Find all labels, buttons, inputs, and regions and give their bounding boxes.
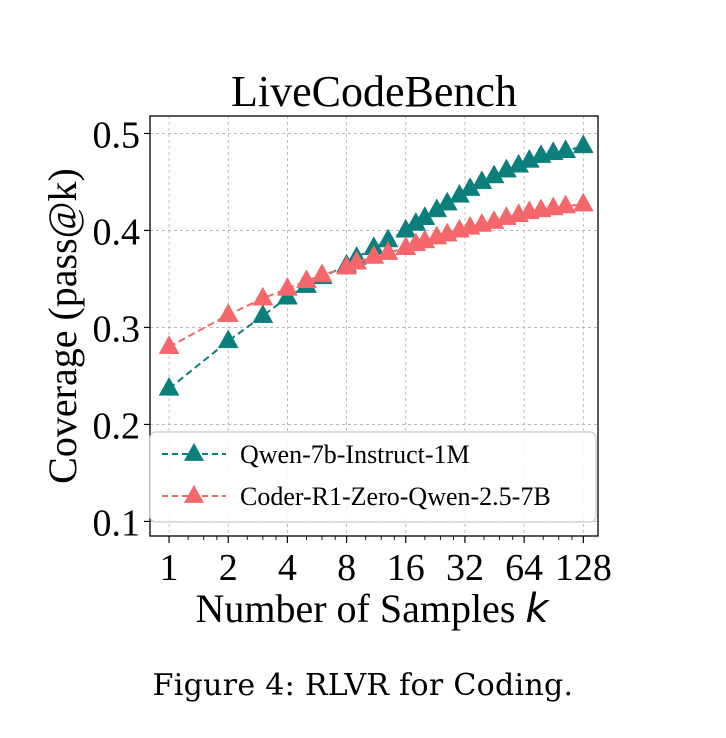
line-chart: 0.1 0.2 0.3 0.4 0.5 1 2 4 8 16 32 64 128 LiveCodeBen… (40, 67, 612, 632)
data-point (158, 376, 180, 396)
x-tick-label: 2 (219, 547, 238, 589)
series-1 (158, 192, 594, 354)
data-point (252, 286, 274, 306)
data-point (252, 304, 274, 323)
data-point (377, 241, 399, 260)
data-point (555, 139, 577, 159)
data-point (158, 335, 180, 354)
series-layer (158, 134, 594, 396)
x-tick-label: 32 (446, 547, 484, 589)
chart-title: LiveCodeBench (231, 67, 517, 116)
data-point (311, 263, 333, 283)
legend-box (149, 431, 597, 523)
x-tick-label: 8 (337, 547, 356, 589)
legend: Qwen-7b-Instruct-1M Coder-R1-Zero-Qwen-2… (149, 431, 597, 523)
x-tick-label: 1 (160, 547, 179, 589)
plot-frame (149, 115, 599, 537)
x-tick-label: 16 (387, 547, 425, 589)
x-axis-label: Number of Samples k (195, 586, 550, 632)
legend-marker-coder (184, 484, 204, 503)
data-point (572, 192, 594, 212)
y-tick-label: 0.3 (93, 308, 141, 350)
data-point (276, 276, 298, 296)
data-point (555, 194, 577, 214)
data-point (572, 134, 594, 154)
data-point (346, 250, 368, 270)
y-tick-label: 0.5 (93, 114, 141, 156)
axis-ticks: 0.1 0.2 0.3 0.4 0.5 1 2 4 8 16 32 64 128 (93, 114, 612, 589)
x-tick-label: 128 (555, 547, 612, 589)
figure-caption: Figure 4: RLVR for Coding. (152, 668, 574, 703)
x-tick-label: 64 (505, 547, 543, 589)
legend-marker-qwen (184, 442, 204, 461)
x-tick-label: 4 (278, 547, 297, 589)
legend-entry-coder: Coder-R1-Zero-Qwen-2.5-7B (162, 482, 551, 511)
y-tick-label: 0.2 (93, 405, 141, 447)
data-point (217, 329, 239, 349)
data-point (217, 303, 239, 322)
y-tick-label: 0.4 (93, 211, 141, 253)
legend-label-qwen: Qwen-7b-Instruct-1M (240, 440, 470, 469)
series-line (168, 203, 584, 348)
y-tick-label: 0.1 (93, 502, 141, 544)
x-axis-label-text: Number of Samples (195, 586, 515, 631)
legend-entry-qwen: Qwen-7b-Instruct-1M (162, 440, 470, 469)
legend-label-coder: Coder-R1-Zero-Qwen-2.5-7B (240, 482, 551, 511)
series-line (168, 145, 584, 390)
x-axis-label-var: k (525, 586, 550, 632)
series-0 (158, 134, 594, 396)
y-axis-label: Coverage (pass@k) (40, 168, 85, 484)
data-point (296, 269, 317, 288)
